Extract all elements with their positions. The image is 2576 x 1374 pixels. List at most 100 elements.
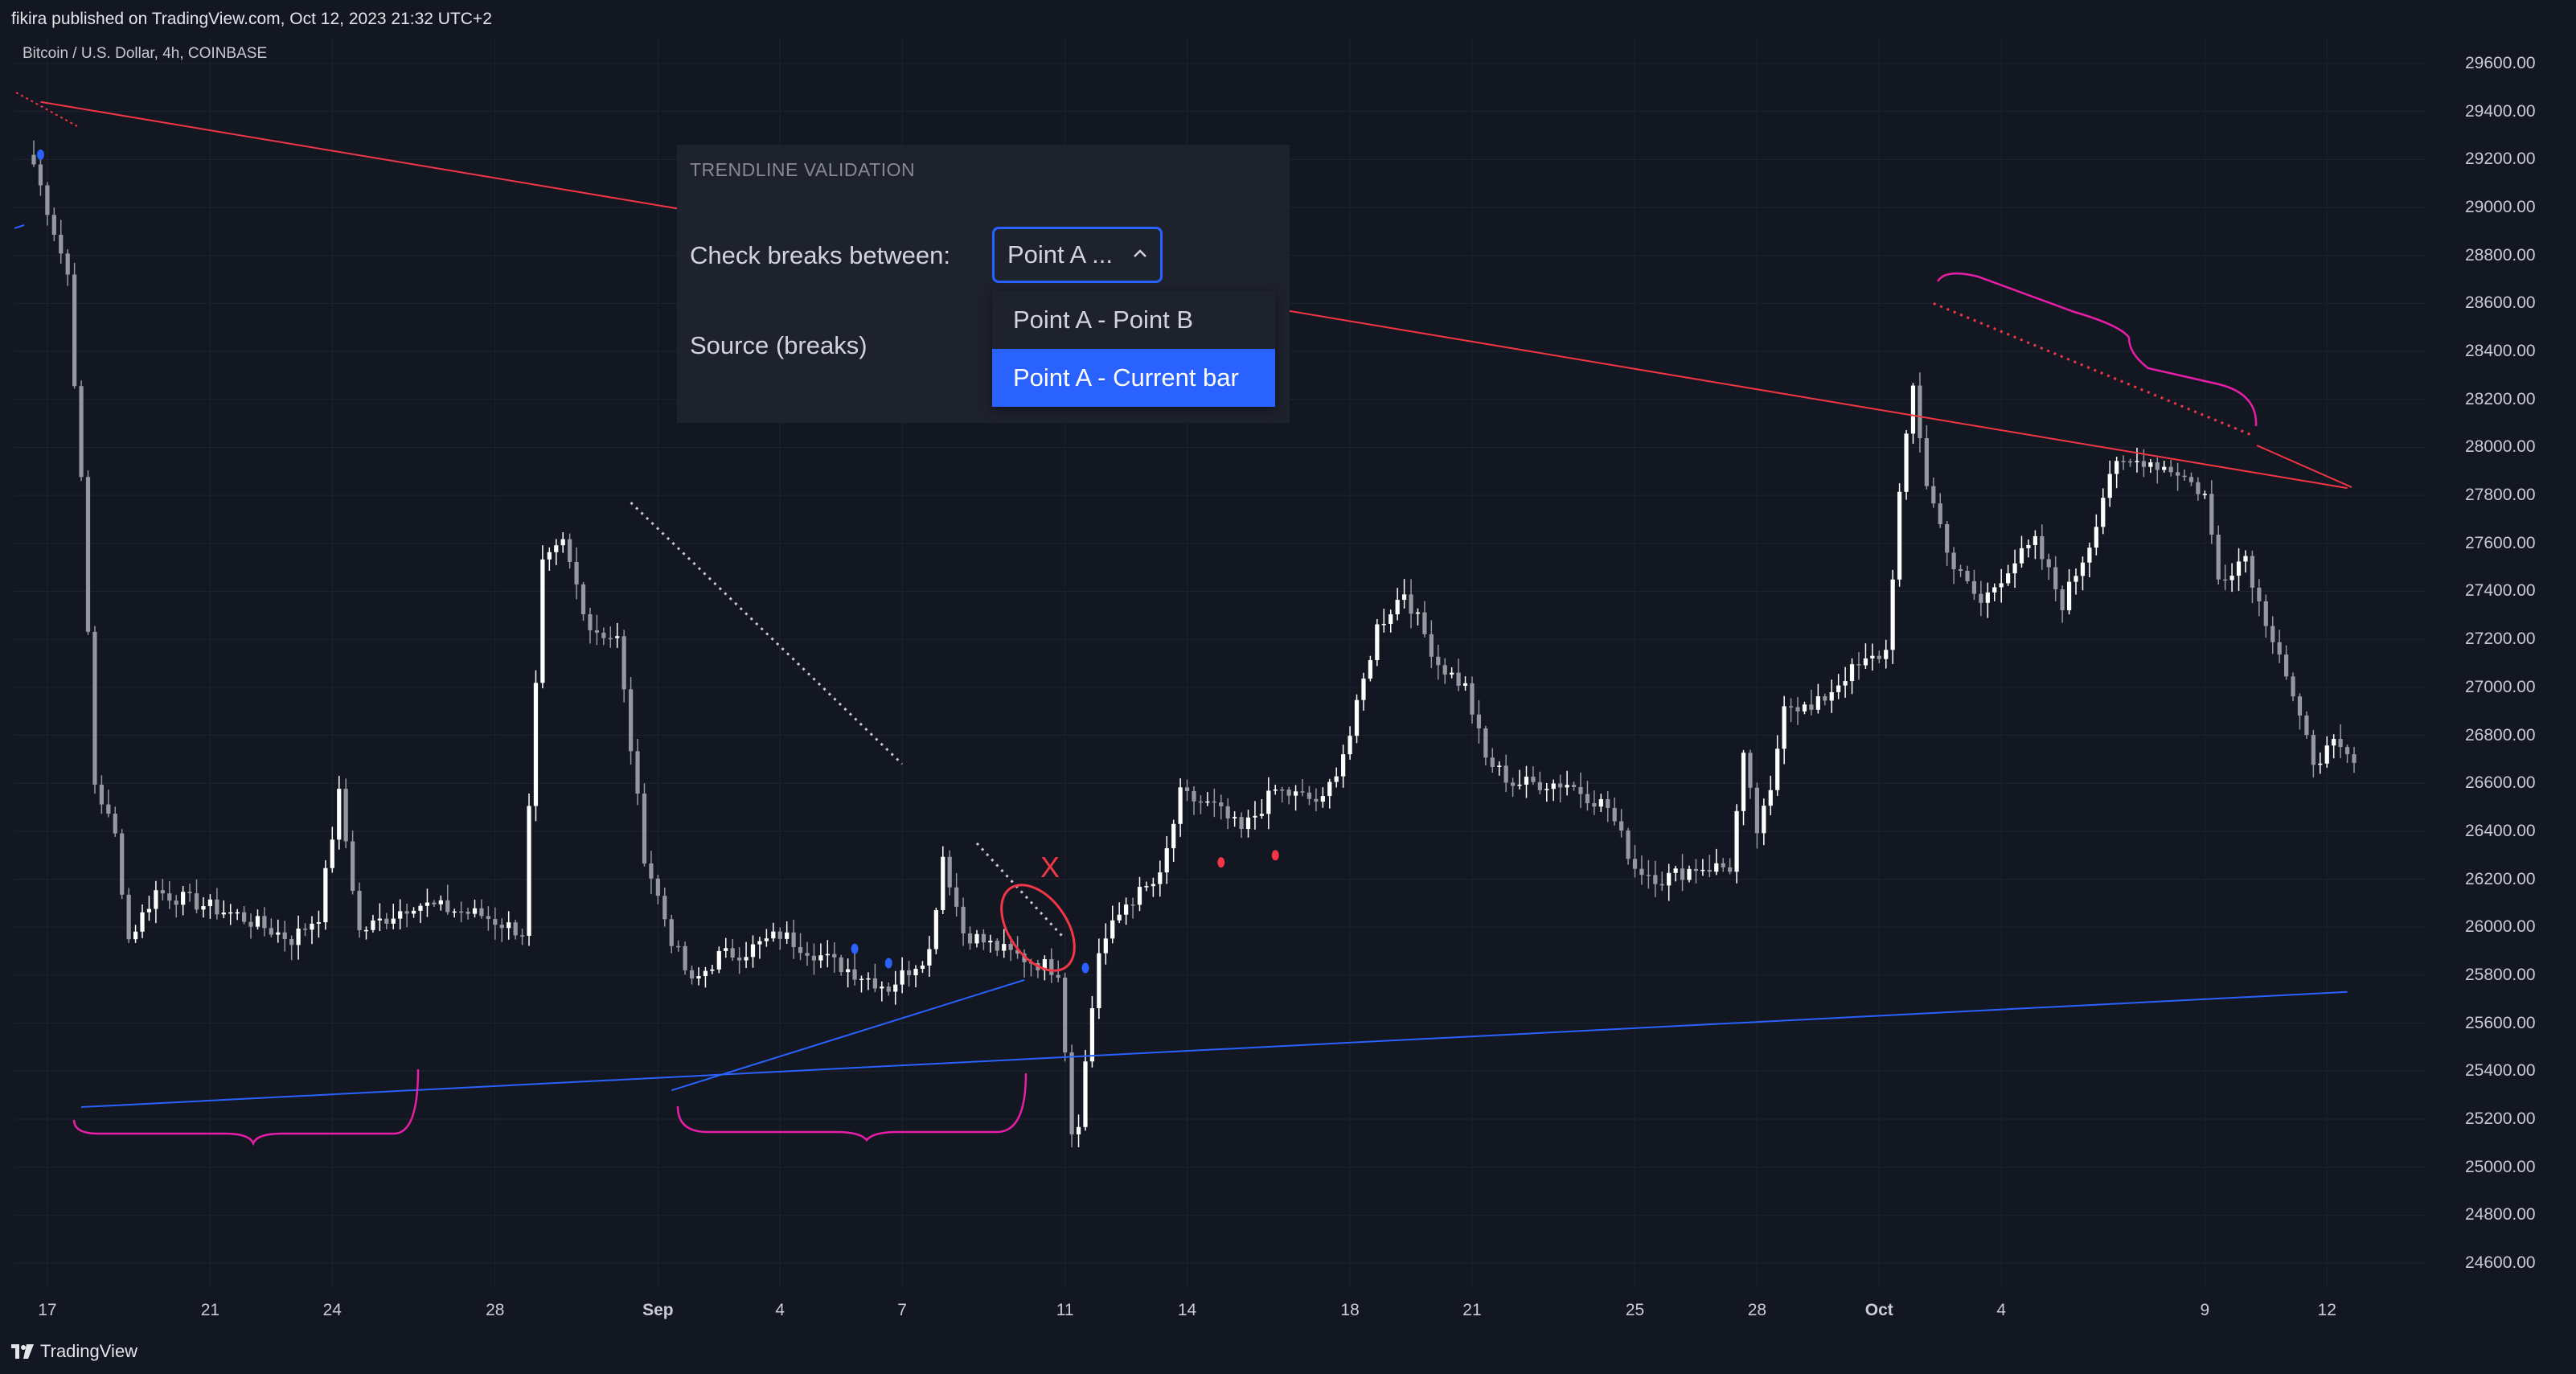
candle-body [1089,1007,1095,1062]
candle-body [683,945,687,970]
candle-body [1659,884,1664,886]
candle-body [2324,745,2329,764]
candle-body [1497,765,1502,768]
candle-body [1225,806,1230,819]
candle-body [1517,784,1522,786]
candle-body [31,154,36,165]
candle-body [1110,920,1115,939]
candle-body [655,878,660,896]
candle-body [1286,790,1291,796]
candle-body [445,900,450,913]
candle-body [384,918,389,924]
price-tick-label: 27000.00 [2465,677,2536,696]
candle-body [1015,949,1020,954]
candle-body [1910,385,1916,434]
candle-body [2291,676,2295,697]
candle-body [1395,600,1400,615]
candle-body [1728,867,1733,872]
candle-body [72,274,77,387]
break-marker [1217,857,1225,868]
candle-body [2040,535,2045,560]
candle-body [1490,757,1495,768]
candle-body [2297,696,2303,716]
candle-body [791,932,796,948]
candle-body [2006,573,2011,584]
candle-body [2196,482,2201,494]
candle-body [703,970,708,977]
candle-body [499,925,504,929]
candle-body [2209,494,2214,535]
time-tick-label: 4 [775,1301,786,1319]
candle-body [1381,623,1386,625]
price-tick-label: 25600.00 [2465,1013,2536,1032]
extension-dotted [15,92,78,127]
price-tick-label: 26000.00 [2465,917,2536,937]
dropdown-menu: Point A - Point B Point A - Current bar [992,291,1275,407]
option-point-a-point-b[interactable]: Point A - Point B [1013,306,1194,334]
candle-body [1314,798,1319,802]
candle-body [2101,498,2106,527]
candle-body [846,969,851,973]
candle-body [92,631,97,785]
candle-body [1171,823,1176,849]
candle-body [466,911,470,914]
candle-body [1334,776,1339,782]
trendline-dotted [975,842,1066,941]
price-tick-label: 25400.00 [2465,1061,2536,1081]
candle-body [425,902,430,906]
candle-body [2263,601,2268,626]
candle-body [941,856,945,911]
candle-body [1008,944,1013,950]
candle-body [1863,658,1868,666]
candle-body [1184,787,1190,792]
candle-body [1341,754,1346,777]
candle-body [1693,868,1699,872]
candle-body [507,922,511,929]
candle-body [133,931,138,940]
candle-body [560,539,565,546]
candle-body [2188,477,2194,482]
settings-panel: TRENDLINE VALIDATION Check breaks betwee… [677,145,1290,423]
candle-body [1293,791,1298,796]
candle-body [1802,704,1807,712]
check-breaks-select[interactable]: Point A ... [992,227,1163,283]
candle-body [1212,801,1216,803]
candle-body [2026,544,2031,548]
candle-body [296,929,301,945]
candle-body [1748,753,1753,788]
candle-body [2243,556,2248,562]
candle-body [194,893,199,910]
option-point-a-current-bar[interactable]: Point A - Current bar [992,349,1275,407]
candle-body [248,921,253,927]
candle-body [2270,625,2275,642]
candle-body [1890,579,1895,650]
candle-body [1754,787,1760,834]
panel-title: TRENDLINE VALIDATION [690,159,916,180]
candle-body [2338,739,2343,748]
time-tick-label: 17 [38,1301,57,1319]
price-tick-label: 29600.00 [2465,54,2536,72]
candle-body [533,683,539,806]
candle-body [635,751,640,794]
candle-body [1884,650,1889,659]
candle-body [174,900,178,905]
candle-body [126,894,131,940]
candle-body [1606,799,1610,808]
candle-body [1775,749,1780,790]
candle-body [160,890,165,894]
candle-body [146,908,152,913]
candle-body [452,911,457,913]
candle-body [1646,875,1651,876]
candle-body [1958,568,1963,572]
candle-body [1470,683,1475,715]
tradingview-logo-icon [11,1344,34,1359]
trendline-trendline [671,978,1025,1092]
candle-body [167,893,172,901]
candle-body [486,916,490,920]
candle-body [2121,461,2126,462]
candle-body [1815,696,1820,710]
candle-body [649,863,654,879]
candle-body [1456,672,1461,686]
candle-body [1327,781,1332,797]
candle-body [839,957,843,973]
